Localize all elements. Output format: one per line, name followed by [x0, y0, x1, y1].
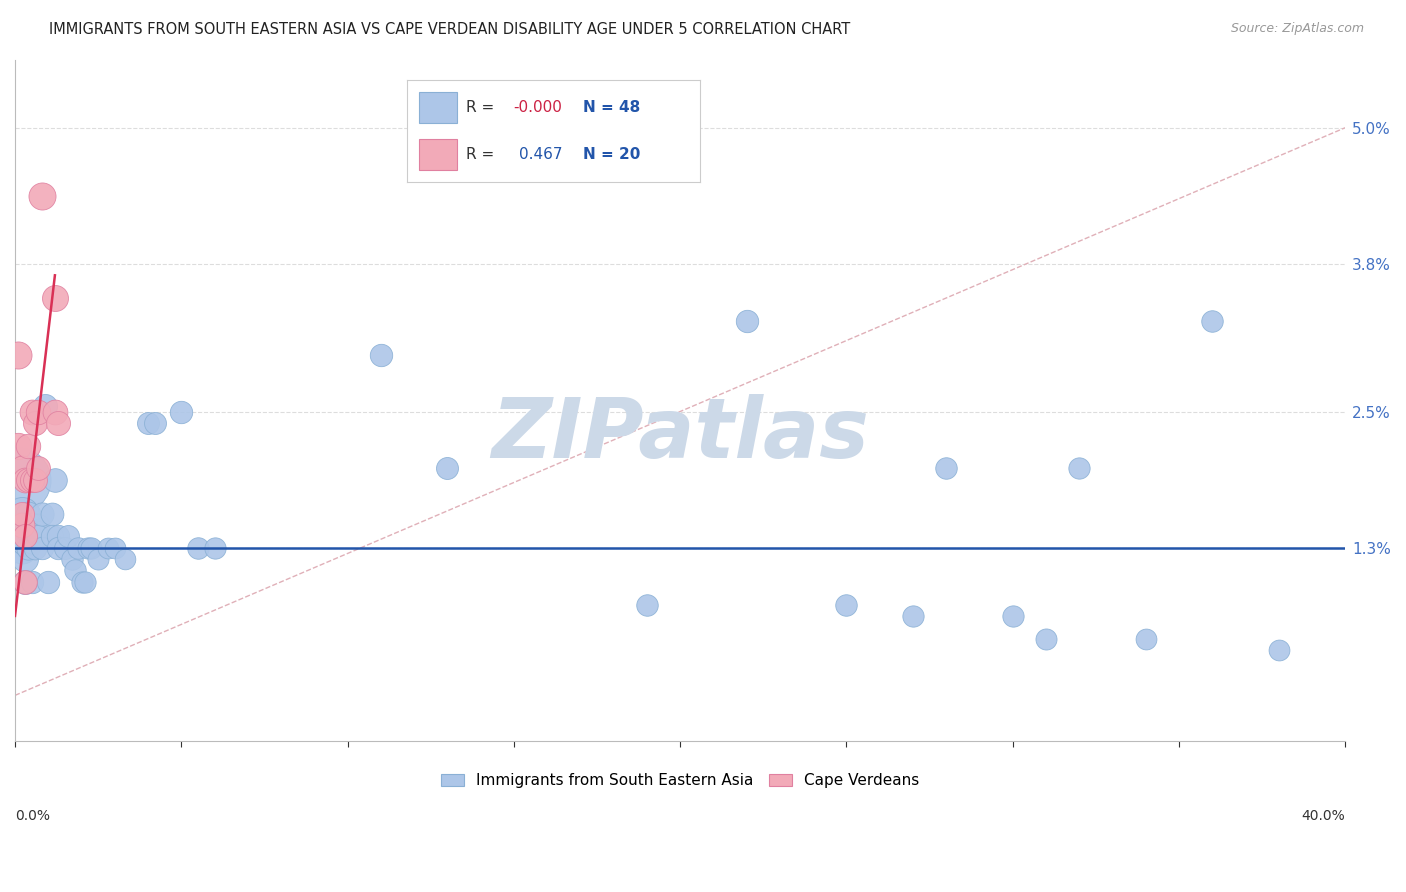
Point — [7, 439, 30, 453]
Point — [60, 552, 83, 566]
Point — [636, 598, 658, 612]
Point — [24, 473, 46, 487]
Point — [935, 461, 957, 475]
Point — [46, 541, 69, 555]
Point — [143, 416, 166, 430]
Point — [41, 507, 63, 521]
Point — [10, 518, 32, 533]
Text: 40.0%: 40.0% — [1302, 809, 1346, 823]
Point — [1135, 632, 1157, 646]
Point — [87, 552, 110, 566]
Point — [10, 461, 32, 475]
Point — [17, 439, 39, 453]
Point — [114, 552, 136, 566]
Point — [14, 535, 37, 549]
Point — [67, 541, 90, 555]
Point — [17, 541, 39, 555]
Point — [14, 574, 37, 589]
Point — [53, 541, 76, 555]
Point — [20, 574, 42, 589]
Point — [37, 574, 59, 589]
Text: IMMIGRANTS FROM SOUTH EASTERN ASIA VS CAPE VERDEAN DISABILITY AGE UNDER 5 CORREL: IMMIGRANTS FROM SOUTH EASTERN ASIA VS CA… — [49, 22, 851, 37]
Point — [46, 529, 69, 543]
Point — [73, 574, 96, 589]
Point — [14, 529, 37, 543]
Point — [14, 574, 37, 589]
Point — [24, 416, 46, 430]
Point — [7, 473, 30, 487]
Point — [17, 473, 39, 487]
Point — [20, 404, 42, 418]
Point — [14, 552, 37, 566]
Point — [70, 574, 93, 589]
Point — [187, 541, 209, 555]
Point — [27, 529, 49, 543]
Point — [17, 507, 39, 521]
Point — [17, 524, 39, 538]
Point — [31, 541, 53, 555]
Point — [63, 564, 86, 578]
Point — [20, 473, 42, 487]
Text: ZIPatlas: ZIPatlas — [491, 393, 869, 475]
Point — [80, 541, 103, 555]
Point — [1035, 632, 1057, 646]
Point — [735, 314, 758, 328]
Point — [31, 189, 53, 203]
Point — [1069, 461, 1091, 475]
Point — [14, 473, 37, 487]
Point — [1001, 608, 1024, 623]
Point — [27, 518, 49, 533]
Legend: Immigrants from South Eastern Asia, Cape Verdeans: Immigrants from South Eastern Asia, Cape… — [434, 767, 925, 795]
Point — [170, 404, 193, 418]
Point — [1201, 314, 1223, 328]
Point — [370, 348, 392, 362]
Point — [14, 529, 37, 543]
Point — [204, 541, 226, 555]
Point — [97, 541, 120, 555]
Point — [44, 473, 66, 487]
Point — [10, 507, 32, 521]
Point — [27, 404, 49, 418]
Point — [24, 541, 46, 555]
Point — [7, 348, 30, 362]
Point — [10, 541, 32, 555]
Point — [104, 541, 127, 555]
Point — [27, 461, 49, 475]
Point — [1267, 643, 1289, 657]
Point — [10, 507, 32, 521]
Point — [46, 416, 69, 430]
Point — [77, 541, 100, 555]
Point — [34, 399, 56, 413]
Point — [44, 291, 66, 305]
Point — [58, 529, 80, 543]
Point — [31, 507, 53, 521]
Point — [41, 529, 63, 543]
Text: Source: ZipAtlas.com: Source: ZipAtlas.com — [1230, 22, 1364, 36]
Point — [20, 518, 42, 533]
Point — [901, 608, 924, 623]
Point — [44, 404, 66, 418]
Point — [24, 524, 46, 538]
Text: 0.0%: 0.0% — [15, 809, 51, 823]
Point — [20, 535, 42, 549]
Point — [136, 416, 159, 430]
Point — [835, 598, 858, 612]
Point — [436, 461, 458, 475]
